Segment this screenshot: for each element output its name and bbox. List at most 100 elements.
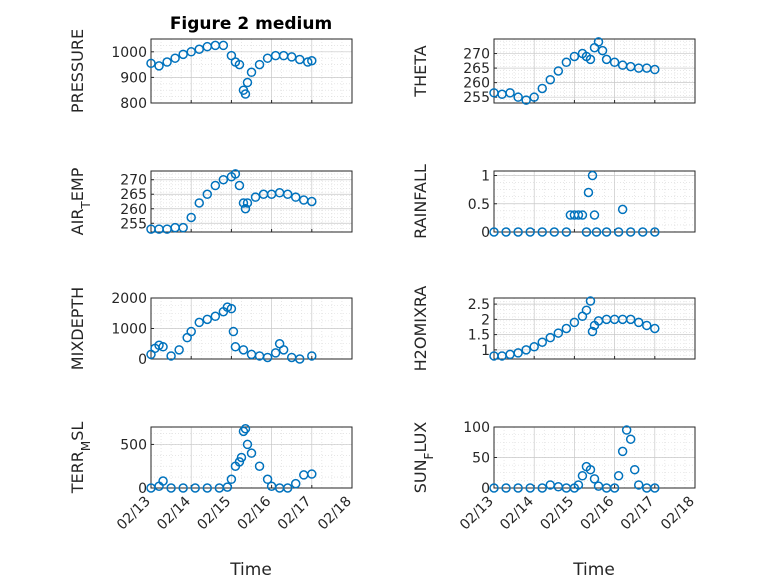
theta-y-tick-label: 265 bbox=[463, 61, 490, 77]
air_temp-point bbox=[202, 189, 213, 199]
pressure-point bbox=[294, 54, 305, 65]
h2omixra-point bbox=[561, 323, 572, 334]
h2omixra-point bbox=[642, 320, 652, 331]
pressure-point bbox=[194, 44, 204, 54]
sun_flux-point bbox=[585, 464, 596, 475]
mixdepth-point bbox=[278, 345, 289, 355]
h2omixra-point bbox=[585, 296, 596, 306]
theta-point bbox=[553, 66, 564, 76]
sun_flux-point bbox=[621, 425, 632, 435]
theta-point bbox=[597, 45, 608, 56]
sun_flux-point bbox=[629, 464, 640, 475]
sun_flux-point bbox=[625, 434, 636, 444]
rainfall-y-tick-label: 0 bbox=[481, 225, 490, 241]
h2omixra-point bbox=[625, 314, 636, 325]
sun_flux-point bbox=[613, 471, 624, 481]
rainfall-point bbox=[573, 210, 584, 220]
theta-point bbox=[513, 92, 523, 102]
pressure-panel: 800 900 1000 PRESSURE bbox=[68, 29, 353, 113]
air_temp-y-tick-label: 265 bbox=[120, 187, 147, 203]
rainfall-point bbox=[525, 227, 535, 237]
pressure-point bbox=[303, 57, 313, 67]
mixdepth-point bbox=[262, 352, 273, 363]
h2omixra-point bbox=[537, 337, 547, 347]
air_temp-point bbox=[194, 198, 204, 208]
terr_msl-axes bbox=[150, 426, 353, 489]
theta-point bbox=[529, 92, 539, 102]
theta-point bbox=[585, 54, 596, 65]
theta-point bbox=[521, 95, 531, 105]
rainfall-point bbox=[589, 210, 600, 220]
terr_msl-point bbox=[190, 483, 200, 493]
rainfall-point bbox=[625, 227, 636, 237]
mixdepth-point bbox=[238, 345, 249, 355]
rainfall-y-label: RAINFALL bbox=[411, 164, 430, 239]
mixdepth-point bbox=[294, 354, 305, 364]
pressure-point bbox=[254, 59, 265, 70]
air_temp-point bbox=[210, 180, 221, 191]
rainfall-point bbox=[583, 187, 594, 198]
terr_msl-point bbox=[226, 474, 237, 485]
terr_msl-point bbox=[166, 483, 176, 493]
sun_flux-point bbox=[513, 483, 523, 493]
h2omixra-point bbox=[529, 342, 539, 352]
terr_msl-point bbox=[222, 482, 233, 492]
rainfall-point bbox=[561, 227, 572, 237]
rainfall-panel: 0 0.5 1 RAINFALL bbox=[411, 164, 696, 241]
theta-point bbox=[505, 88, 515, 98]
rainfall-point bbox=[617, 204, 628, 215]
theta-axes bbox=[493, 38, 696, 104]
air_temp-y-label: AIRTEMP bbox=[68, 167, 93, 235]
pressure-point bbox=[162, 57, 172, 67]
air_temp-point bbox=[178, 222, 188, 233]
theta-y-tick-label: 255 bbox=[463, 90, 490, 106]
pressure-y-tick-label: 900 bbox=[120, 70, 147, 86]
h2omixra-point bbox=[553, 328, 564, 338]
h2omixra-point bbox=[545, 332, 556, 343]
terr_msl-point bbox=[240, 423, 251, 434]
sun_flux-point bbox=[577, 471, 588, 481]
sun_flux-point bbox=[609, 483, 620, 493]
h2omixra-point bbox=[587, 326, 598, 337]
pressure-point bbox=[242, 77, 253, 88]
theta-point bbox=[569, 51, 580, 62]
terr_msl-y-label: TERRMSL bbox=[68, 422, 93, 495]
sun_flux-y-tick-label: 50 bbox=[472, 451, 490, 467]
mixdepth-point bbox=[174, 345, 184, 355]
h2omixra-y-tick-label: 2.5 bbox=[468, 297, 490, 313]
theta-point bbox=[593, 37, 604, 47]
theta-point bbox=[537, 83, 547, 94]
air_temp-point bbox=[290, 192, 301, 202]
pressure-point bbox=[307, 56, 317, 66]
sun_flux-y-tick-label: 0 bbox=[481, 481, 490, 497]
air_temp-point bbox=[250, 192, 261, 202]
mixdepth-point bbox=[158, 342, 168, 352]
mixdepth-point bbox=[230, 342, 241, 352]
sun_flux-point bbox=[633, 480, 644, 490]
air_temp-y-tick-label: 260 bbox=[120, 202, 147, 218]
h2omixra-point bbox=[513, 348, 523, 358]
pressure-point bbox=[286, 52, 297, 62]
rainfall-point bbox=[637, 227, 648, 237]
sun_flux-point bbox=[573, 480, 584, 490]
pressure-point bbox=[246, 67, 257, 78]
rainfall-point bbox=[613, 227, 624, 237]
air_temp-point bbox=[282, 189, 293, 199]
pressure-y-tick-label: 800 bbox=[120, 96, 147, 112]
h2omixra-axes bbox=[493, 297, 696, 360]
sun_flux-point bbox=[617, 446, 628, 457]
air_temp-y-tick-label: 255 bbox=[120, 216, 147, 232]
sun_flux-point bbox=[537, 483, 547, 493]
air_temp-point bbox=[234, 180, 245, 191]
mixdepth-point bbox=[194, 317, 204, 328]
terr_msl-point bbox=[234, 457, 245, 467]
mixdepth-point bbox=[202, 314, 213, 325]
pressure-point bbox=[178, 49, 188, 60]
sun_flux-point bbox=[525, 483, 535, 493]
sun_flux-point bbox=[589, 474, 600, 484]
air_temp-point bbox=[238, 198, 249, 208]
theta-point bbox=[601, 54, 612, 65]
theta-y-label: THETA bbox=[411, 45, 430, 97]
